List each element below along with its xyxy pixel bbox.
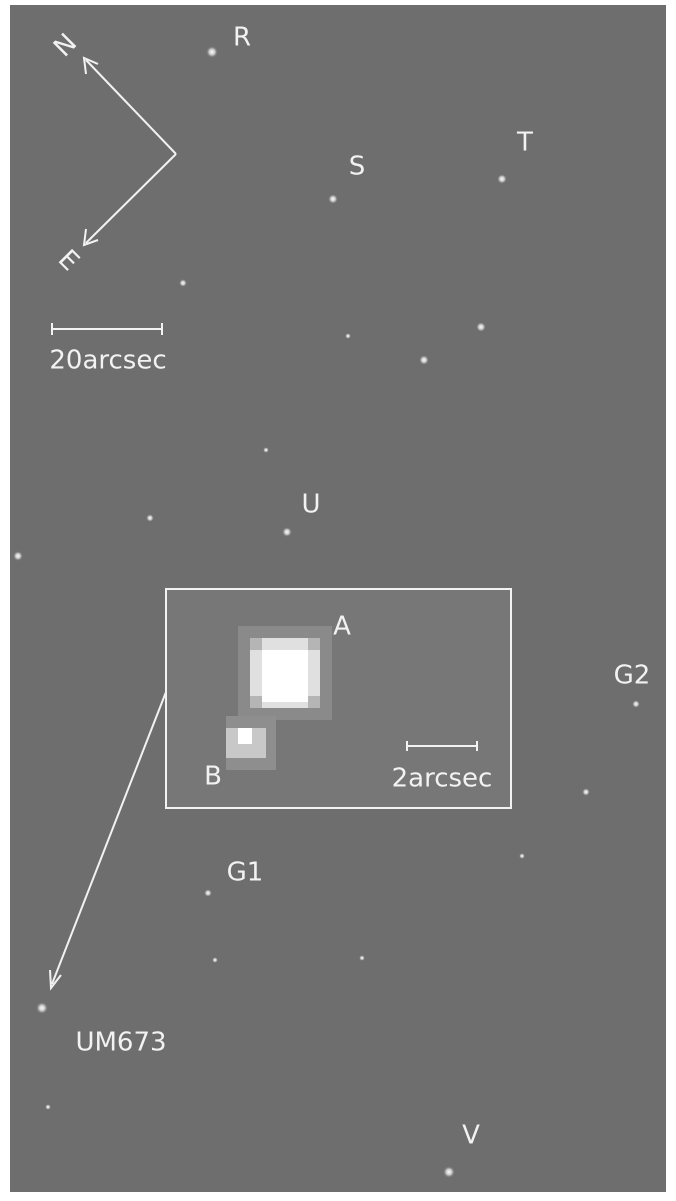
inset-pointer <box>51 691 167 985</box>
star <box>345 333 351 339</box>
star <box>36 1002 48 1014</box>
star <box>443 1166 455 1178</box>
stars <box>13 46 640 1178</box>
inset-frame <box>165 588 512 809</box>
object-label: G2 <box>614 661 651 691</box>
inset: A B 2arcsec <box>49 588 512 991</box>
star <box>263 447 269 453</box>
star <box>146 514 154 522</box>
star <box>179 279 187 287</box>
star <box>632 700 640 708</box>
object-label: S <box>349 152 366 182</box>
component-label: A <box>333 612 351 642</box>
component-label: B <box>204 762 222 792</box>
star <box>13 551 23 561</box>
star <box>206 46 218 58</box>
star <box>419 355 429 365</box>
inset-scale-bar <box>406 741 478 751</box>
object-label: UM673 <box>75 1028 166 1058</box>
star <box>497 174 507 184</box>
star <box>45 1104 51 1110</box>
compass-arrows <box>82 56 177 247</box>
star <box>582 788 590 796</box>
star <box>476 322 486 332</box>
star <box>519 853 525 859</box>
object-label: T <box>516 128 533 158</box>
object-label: R <box>233 23 251 53</box>
star <box>328 194 338 204</box>
scale-bar <box>51 323 163 335</box>
scale-bar-label: 20arcsec <box>49 346 166 376</box>
inset-pointer-head <box>49 969 62 991</box>
inset-scale-label: 2arcsec <box>392 764 493 794</box>
object-label: U <box>301 490 320 520</box>
star <box>212 957 218 963</box>
quasar-a <box>238 626 332 720</box>
object-label: V <box>462 1121 480 1151</box>
object-label: G1 <box>227 858 264 888</box>
star <box>282 527 292 537</box>
quasar-b <box>226 716 276 770</box>
star <box>204 889 212 897</box>
star <box>359 955 365 961</box>
